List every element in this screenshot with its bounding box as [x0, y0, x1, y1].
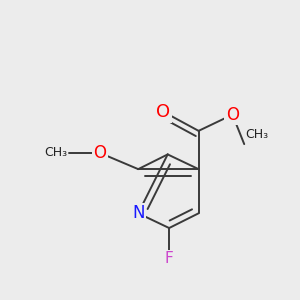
Text: O: O	[156, 103, 170, 121]
Text: N: N	[132, 204, 145, 222]
Text: O: O	[226, 106, 239, 124]
Text: O: O	[93, 144, 106, 162]
Text: CH₃: CH₃	[44, 146, 68, 159]
Text: CH₃: CH₃	[246, 128, 269, 141]
Text: F: F	[165, 251, 173, 266]
